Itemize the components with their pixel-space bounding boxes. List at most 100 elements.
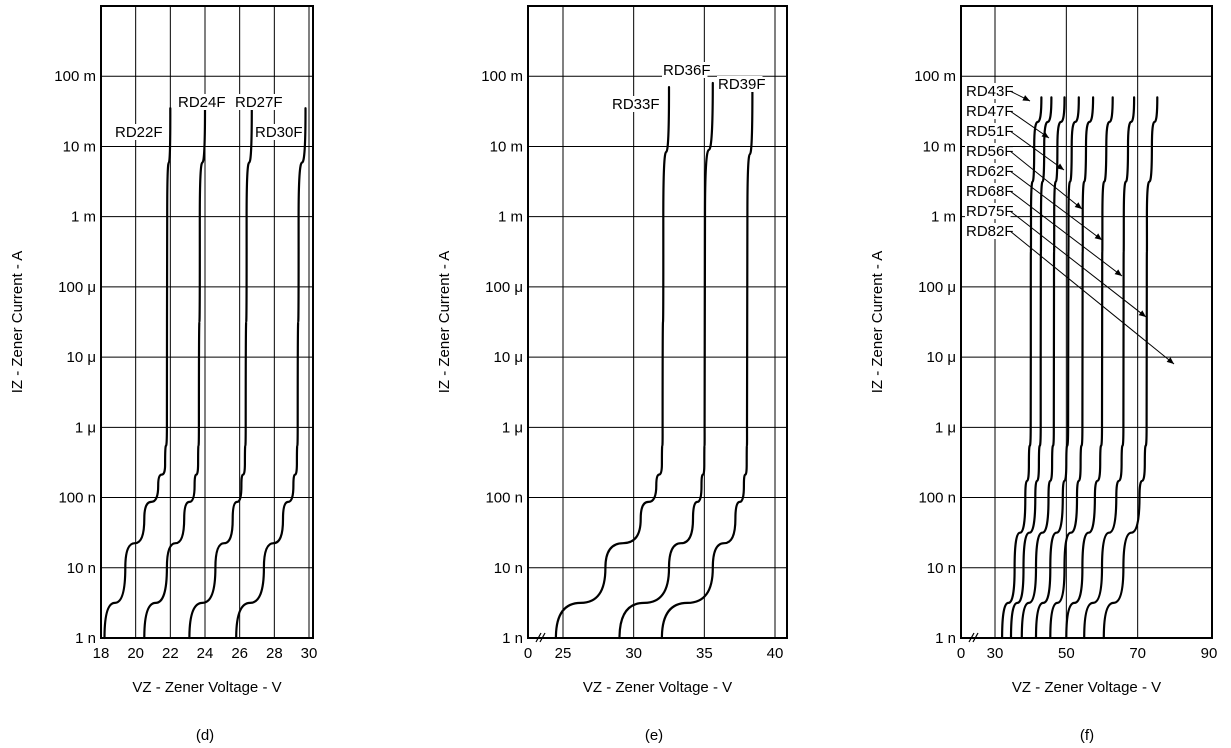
y-tick-label: 10 μ [927,349,957,366]
y-tick-label: 10 m [63,138,96,155]
y-tick-label: 100 n [918,490,956,507]
x-tick-label: 0 [957,645,965,662]
y-tick-label: 100 m [914,68,956,85]
series-label-background [717,76,763,92]
axis-break-mark [535,632,546,643]
series-label-rd39f: RD39F [718,76,766,93]
y-tick-label: 10 μ [494,349,524,366]
x-axis-title: VZ - Zener Voltage - V [132,679,281,696]
y-axis-title: IZ - Zener Current - A [436,251,453,394]
y-tick-label: 100 n [58,490,96,507]
series-label-rd22f: RD22F [115,124,163,141]
leader-line [1009,190,1123,277]
series-label-background [965,103,1011,119]
x-tick-label: 35 [696,645,713,662]
series-label-background [965,143,1011,159]
series-label-background [965,163,1011,179]
chart-panel-f: 1 n 10 n 100 n 1 μ 10 μ 100 μ 1 m 10 m 100 m 0 30 5… [869,5,1218,744]
leader-arrow [1138,310,1146,317]
y-tick-label: 1 m [71,209,96,226]
x-tick-label: 90 [1201,645,1218,662]
series-label-background [965,123,1011,139]
series-label-background [965,83,1011,99]
x-tick-label: 0 [524,645,532,662]
x-tick-label: 30 [301,645,318,662]
x-tick-label: 26 [231,645,248,662]
series-label-rd43f: RD43F [966,83,1014,100]
series-line-rd75f [1083,96,1136,640]
y-tick-label: 100 μ [918,279,956,296]
leader-line [1009,230,1175,365]
series-line-rd82f [1102,96,1159,640]
y-tick-label: 10 n [494,560,523,577]
x-axis-title: VZ - Zener Voltage - V [1012,679,1161,696]
chart-panel-d: 1 n 10 n 100 n 1 μ 10 μ 100 μ 1 m 10 m 100 m 18 20… [9,5,318,744]
series-label-background [254,124,300,140]
series-label-rd56f: RD56F [966,143,1014,160]
series-line-rd68f [1065,96,1114,640]
y-tick-label: 10 m [923,138,956,155]
series-label-rd62f: RD62F [966,163,1014,180]
x-tick-label: 22 [162,645,179,662]
y-tick-label: 100 μ [485,279,523,296]
series-label-background [965,183,1011,199]
series-line-rd27f [188,107,253,640]
y-tick-label: 1 m [498,209,523,226]
series-line-rd47f [1009,96,1053,640]
y-tick-label: 1 n [935,630,956,647]
chart-panel-e: 1 n 10 n 100 n 1 μ 10 μ 100 μ 1 m 10 m 100 m 0 25 3… [436,5,788,744]
leader-line [1009,110,1050,139]
series-label-rd24f: RD24F [178,94,226,111]
leader-line [1009,130,1065,171]
series-label-rd30f: RD30F [255,124,303,141]
y-tick-label: 1 μ [935,419,956,436]
panel-caption: (d) [196,727,214,744]
series-label-rd51f: RD51F [966,123,1014,140]
x-tick-label: 18 [93,645,110,662]
series-line-rd30f [235,107,307,640]
y-tick-label: 1 μ [502,419,523,436]
x-tick-label: 20 [127,645,144,662]
y-axis-title: IZ - Zener Current - A [869,251,886,394]
y-tick-label: 10 μ [67,349,97,366]
series-label-rd82f: RD82F [966,223,1014,240]
series-line-rd56f [1034,96,1080,640]
panel-caption: (f) [1080,727,1094,744]
series-line-rd39f [660,90,754,640]
series-label-background [965,203,1011,219]
series-line-rd51f [1020,96,1066,640]
series-line-rd36f [618,81,714,640]
series-label-rd27f: RD27F [235,94,283,111]
panel-caption: (e) [645,727,663,744]
axis-break-mark [968,632,979,643]
series-label-rd47f: RD47F [966,103,1014,120]
x-tick-label: 28 [266,645,283,662]
x-tick-label: 70 [1129,645,1146,662]
x-tick-label: 50 [1058,645,1075,662]
leader-arrow [1166,357,1174,364]
leader-line [1009,210,1147,318]
y-tick-label: 1 μ [75,419,96,436]
series-label-rd75f: RD75F [966,203,1014,220]
y-tick-label: 100 μ [58,279,96,296]
y-tick-label: 1 n [75,630,96,647]
series-label-background [177,94,223,110]
leader-arrow [1094,233,1102,240]
y-tick-label: 10 n [927,560,956,577]
plot-frame [527,5,788,639]
series-label-rd36f: RD36F [663,62,711,79]
x-axis-title: VZ - Zener Voltage - V [583,679,732,696]
series-label-background [611,96,657,112]
series-line-rd62f [1049,96,1095,640]
x-tick-label: 30 [625,645,642,662]
y-tick-label: 100 n [485,490,523,507]
plot-frame [960,5,1213,639]
plot-frame [100,5,314,639]
series-line-rd24f [143,107,207,640]
leader-line [1009,170,1103,241]
leader-arrow [1074,202,1082,209]
leader-arrow [1114,269,1122,276]
leader-arrow [1056,163,1064,170]
leader-line [1009,150,1083,210]
